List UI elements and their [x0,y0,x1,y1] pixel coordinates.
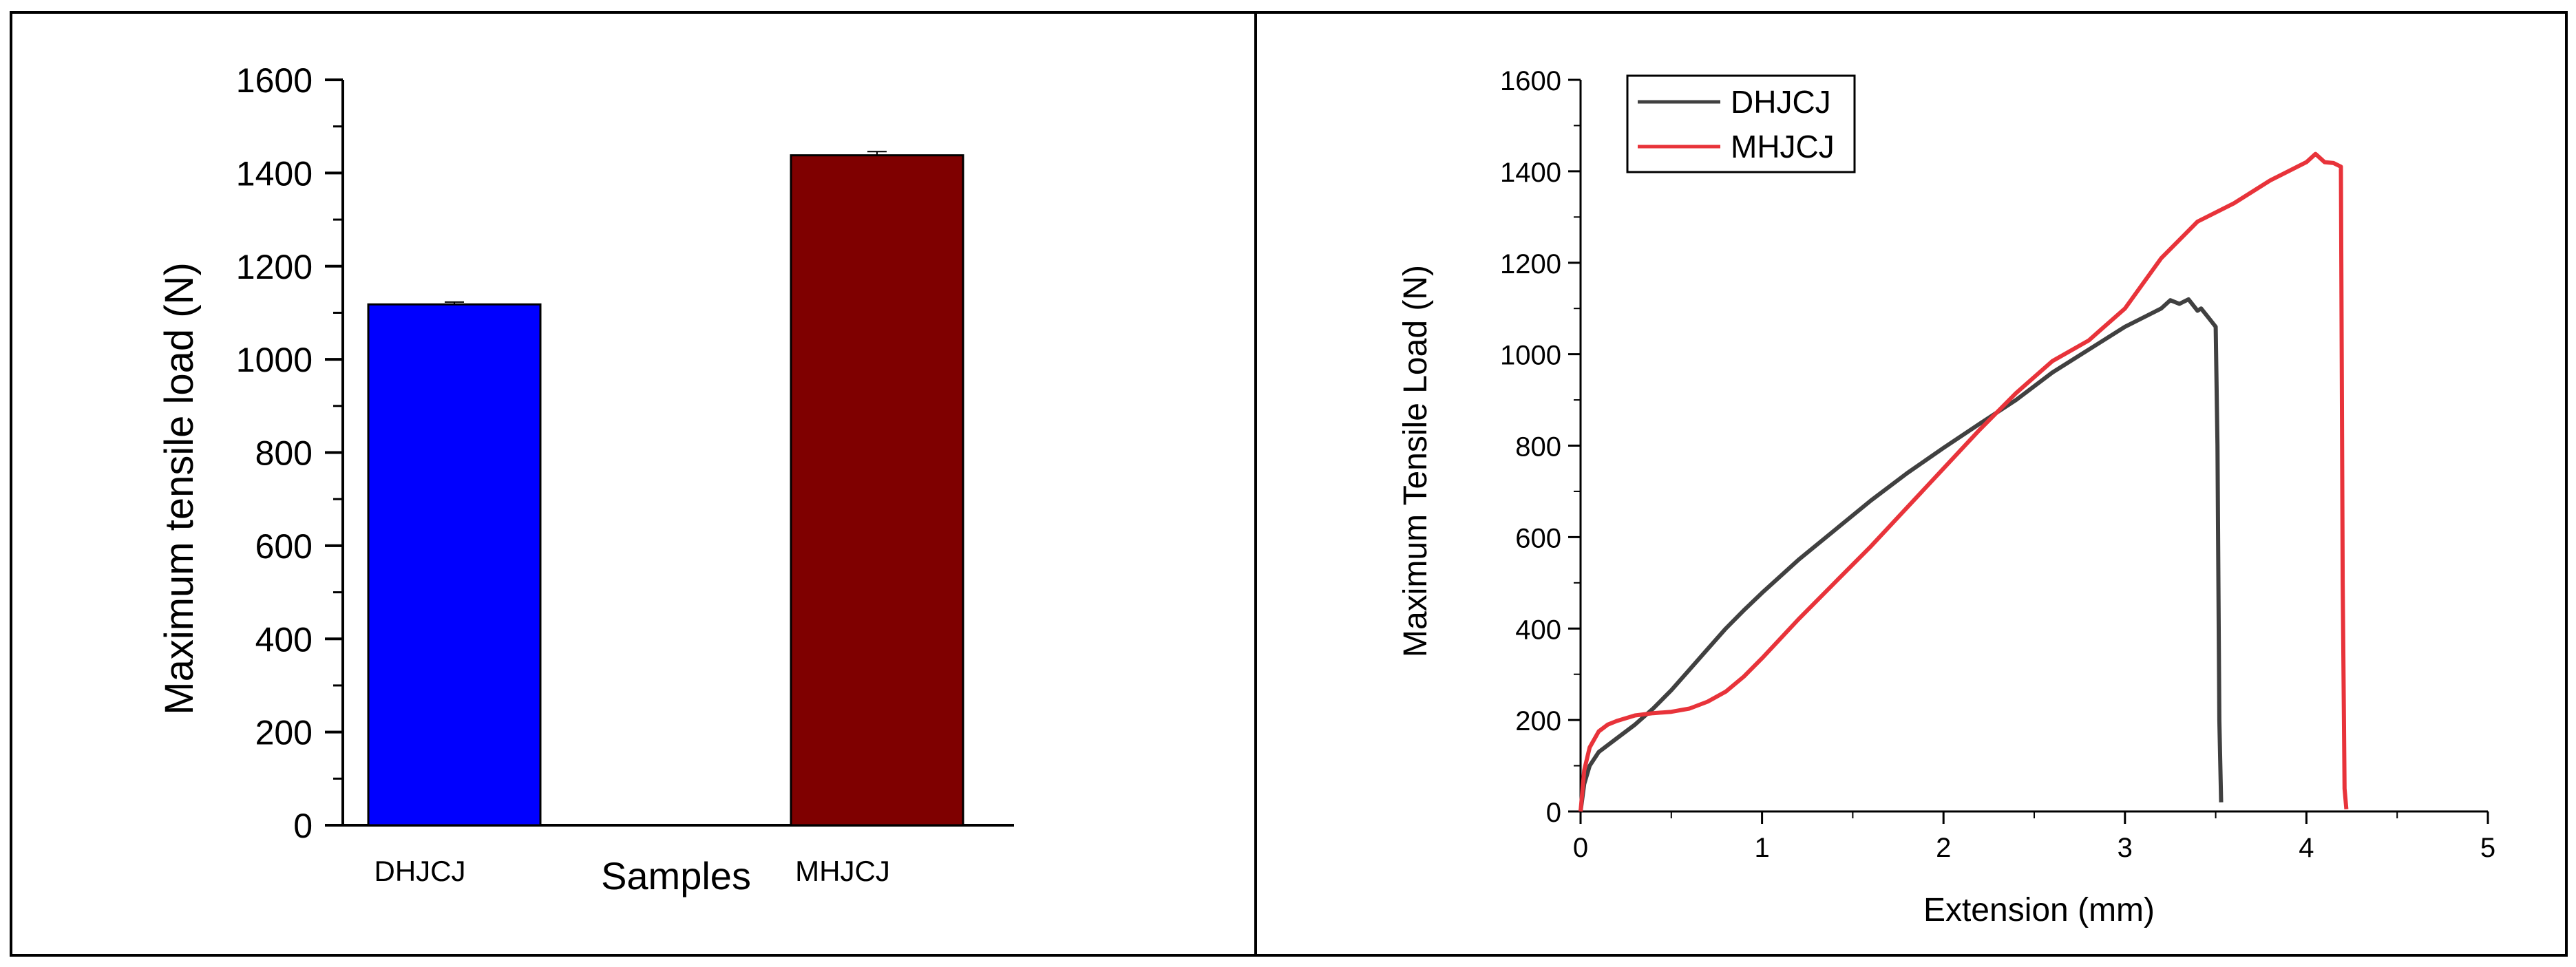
y-tick-label: 1400 [236,154,313,193]
y-tick-label: 800 [255,434,313,473]
series-line-dhjcj [1579,297,2224,812]
y-tick-label: 0 [293,807,313,845]
y-axis: 0 200 400 600 800 1000 1200 1400 1600 [1500,66,1582,828]
y-tick-label: 200 [1515,706,1561,736]
x-tick-label: 0 [1573,833,1588,863]
y-tick-label: 1200 [236,248,313,286]
y-tick-label: 1600 [236,61,313,100]
x-axis-label: Extension (mm) [1923,892,2155,928]
legend-label-mhjcj: MHJCJ [1731,129,1835,164]
y-axis-label: Maximum Tensile Load (N) [1397,265,1434,657]
y-tick-label: 1000 [236,341,313,379]
x-axis: 0 1 2 3 4 5 [1573,810,2495,863]
y-tick-label: 400 [255,620,313,659]
y-tick-label: 0 [1546,798,1561,828]
y-tick-label: 200 [255,714,313,752]
line-chart: 0 200 400 600 800 1000 1200 1400 1600 0 1 2 3 4 5 DHJ… [1397,66,2495,928]
bar-mhjcj [790,154,964,827]
line-series [1579,151,2349,812]
y-tick-label: 1600 [1500,66,1561,96]
legend-label-dhjcj: DHJCJ [1731,84,1831,120]
y-axis: 0 200 400 600 800 1000 1200 1400 1600 [236,61,344,845]
x-tick-label: 4 [2299,833,2314,863]
y-tick-label: 600 [255,527,313,566]
bar-dhjcj [367,303,542,827]
y-tick-label: 1200 [1500,249,1561,279]
legend: DHJCJ MHJCJ [1626,74,1856,173]
bar-chart-panel: 0 200 400 600 800 1000 1200 1400 1600 DHJCJ MHJCJ… [10,11,1257,957]
y-tick-label: 600 [1515,523,1561,553]
x-tick-label-dhjcj: DHJCJ [374,855,466,887]
y-axis-label: Maximum tensile load (N) [157,262,202,715]
series-line-mhjcj [1579,151,2349,812]
x-tick-label: 3 [2118,833,2133,863]
x-tick-label-mhjcj: MHJCJ [795,855,890,887]
y-tick-label: 800 [1515,432,1561,463]
line-chart-panel: 0 200 400 600 800 1000 1200 1400 1600 0 1 2 3 4 5 DHJ… [1254,11,2568,957]
y-tick-label: 400 [1515,615,1561,645]
x-tick-label: 5 [2480,833,2495,863]
x-tick-label: 1 [1754,833,1769,863]
x-tick-label: 2 [1936,833,1951,863]
y-tick-label: 1400 [1500,158,1561,188]
legend-box [1626,74,1856,173]
bar-marks [367,151,964,827]
x-axis-label: Samples [601,854,751,897]
y-tick-label: 1000 [1500,341,1561,371]
bar-chart: 0 200 400 600 800 1000 1200 1400 1600 DHJCJ MHJCJ… [157,61,1014,897]
